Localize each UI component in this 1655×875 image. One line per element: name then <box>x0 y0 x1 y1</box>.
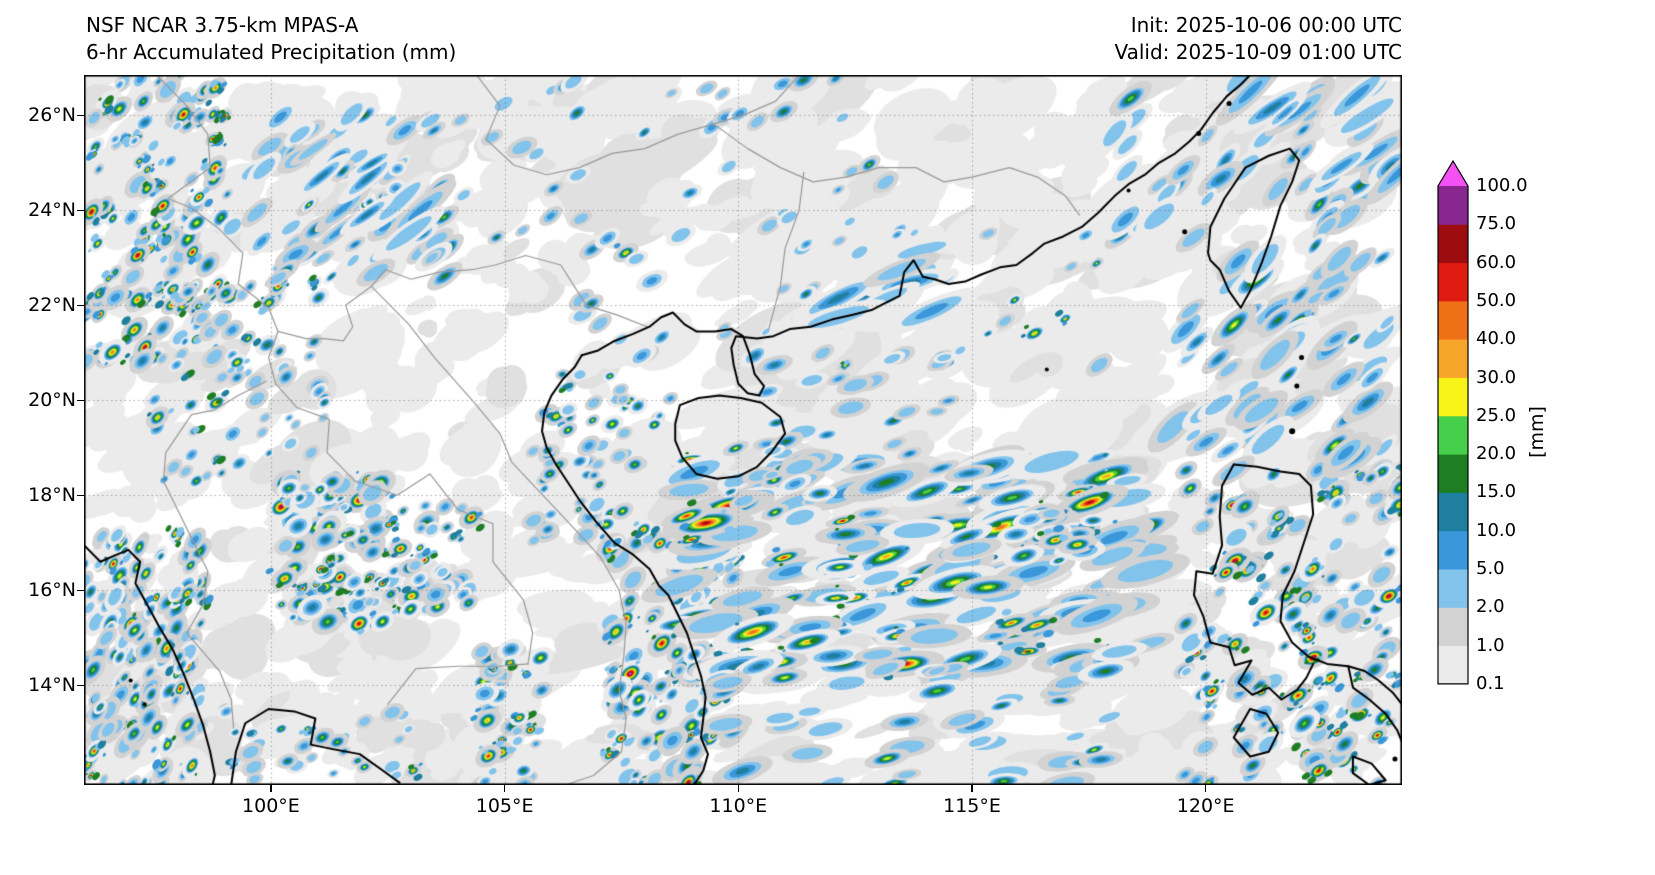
x-tick-label: 110°E <box>709 795 768 817</box>
x-tick-mark <box>270 785 272 792</box>
colorbar-labels: 0.1 1.0 2.0 5.0 10.0 15.0 20.0 25.0 30.0 40.0 50.0… <box>1476 0 1556 875</box>
y-tick-mark <box>77 684 84 687</box>
colorbar-tick-label: 100.0 <box>1476 175 1528 196</box>
product-name: 6-hr Accumulated Precipitation (mm) <box>86 40 457 64</box>
colorbar <box>1437 160 1469 685</box>
y-tick-label: 14°N <box>28 674 76 697</box>
colorbar-tick-label: 50.0 <box>1476 289 1517 311</box>
y-tick-mark <box>77 114 84 117</box>
colorbar-tick-label: 10.0 <box>1476 519 1517 541</box>
colorbar-tick-label: 15.0 <box>1476 481 1517 503</box>
colorbar-tick-label: 2.0 <box>1476 596 1505 618</box>
x-tick-mark <box>971 785 973 792</box>
valid-time: Valid: 2025-10-09 01:00 UTC <box>1114 40 1402 64</box>
colorbar-tick-label: 0.1 <box>1476 672 1505 694</box>
x-tick-mark <box>503 785 506 792</box>
y-tick-mark <box>77 589 84 592</box>
x-tick-label: 105°E <box>475 795 534 817</box>
y-tick-label: 16°N <box>28 579 76 602</box>
y-tick-mark <box>77 494 84 497</box>
x-tick-label: 115°E <box>943 795 1001 817</box>
precipitation-map-canvas <box>84 75 1402 785</box>
x-tick-label: 100°E <box>242 795 300 817</box>
y-tick-mark <box>77 304 84 307</box>
y-tick-label: 26°N <box>28 104 76 127</box>
colorbar-tick-label: 5.0 <box>1476 558 1505 579</box>
x-tick-mark <box>1204 785 1207 792</box>
y-tick-label: 22°N <box>28 294 76 317</box>
y-tick-label: 18°N <box>28 484 76 507</box>
y-tick-mark <box>77 399 84 402</box>
init-time: Init: 2025-10-06 00:00 UTC <box>1130 13 1402 37</box>
colorbar-tick-label: 25.0 <box>1476 404 1517 426</box>
y-tick-mark <box>77 209 84 212</box>
colorbar-tick-label: 60.0 <box>1476 251 1517 273</box>
colorbar-tick-label: 30.0 <box>1476 366 1517 388</box>
x-tick-mark <box>737 785 740 792</box>
y-tick-label: 20°N <box>28 389 76 412</box>
x-tick-label: 120°E <box>1176 795 1235 817</box>
y-tick-label: 24°N <box>28 199 76 222</box>
colorbar-tick-label: 75.0 <box>1476 213 1517 235</box>
colorbar-tick-label: 40.0 <box>1476 328 1517 350</box>
figure-title-block: NSF NCAR 3.75-km MPAS-A 6-hr Accumulated… <box>86 12 456 66</box>
run-info-block: Init: 2025-10-06 00:00 UTC Valid: 2025-1… <box>1114 12 1402 66</box>
colorbar-tick-label: 20.0 <box>1476 443 1517 465</box>
colorbar-unit-label: [mm] <box>1526 406 1548 458</box>
colorbar-tick-label: 1.0 <box>1476 634 1505 656</box>
model-name: NSF NCAR 3.75-km MPAS-A <box>86 13 359 37</box>
